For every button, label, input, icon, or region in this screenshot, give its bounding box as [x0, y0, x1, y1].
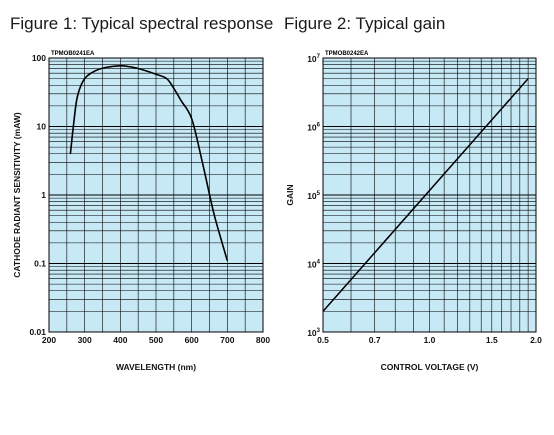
- chart2-y-ticks: 103 104 105 106 107: [307, 54, 320, 338]
- chart1-y-tick-label: 100: [32, 53, 46, 63]
- chart2-y-tick-label: 103: [307, 328, 320, 338]
- chart2-x-tick-label: 0.7: [369, 335, 381, 345]
- chart2-x-axis-label: CONTROL VOLTAGE (V): [381, 362, 479, 372]
- chart2-y-tick-label: 106: [307, 123, 320, 133]
- chart1-y-tick-label: 10: [37, 122, 47, 132]
- chart1-y-ticks: 0.01 0.1 1 10 100: [29, 53, 46, 337]
- spectral-response-chart: TPMOB0241EA 200 300 400 500 600 700 800 0.010.…: [12, 51, 270, 372]
- chart2-frame: [322, 57, 537, 333]
- chart1-y-tick-label: 1: [41, 190, 46, 200]
- gain-chart: TPMOB0242EA 0.5 0.7 1.0 1.5 2.0 103 104 105 106…: [285, 51, 542, 372]
- chart2-x-ticks: 0.5 0.7 1.0 1.5 2.0: [317, 335, 542, 345]
- chart1-sensitivity-curve: [69, 64, 229, 261]
- chart2-y-tick-label: 105: [307, 191, 320, 201]
- chart2-x-tick-label: 1.0: [424, 335, 436, 345]
- chart1-x-tick-label: 200: [42, 335, 56, 345]
- chart1-x-tick-label: 400: [113, 335, 127, 345]
- chart2-y-tick-label: 107: [307, 54, 320, 64]
- chart1-y-tick-label: 0.1: [34, 259, 46, 269]
- chart1-y-tick-label: 0.01: [29, 327, 46, 337]
- chart1-x-tick-label: 600: [185, 335, 199, 345]
- chart1-x-axis-label: WAVELENGTH (nm): [116, 362, 196, 372]
- chart1-code-label: TPMOB0241EA: [51, 51, 95, 57]
- chart2-x-tick-label: 0.5: [317, 335, 329, 345]
- chart1-x-tick-label: 700: [220, 335, 234, 345]
- chart2-code-label: TPMOB0242EA: [325, 51, 369, 57]
- chart2-y-axis-label: GAIN: [285, 184, 295, 205]
- chart1-x-tick-label: 300: [78, 335, 92, 345]
- chart1-frame: [48, 57, 264, 333]
- chart2-gain-line: [322, 78, 529, 312]
- chart2-x-tick-label: 2.0: [530, 335, 542, 345]
- chart1-x-tick-label: 800: [256, 335, 270, 345]
- chart1-x-tick-label: 500: [149, 335, 163, 345]
- chart1-x-ticks: 200 300 400 500 600 700 800: [42, 335, 270, 345]
- chart1-y-axis-label: CATHODE RADIANT SENSITIVITY (mAW): [12, 112, 22, 278]
- figure2-title: Figure 2: Typical gain: [284, 14, 446, 33]
- chart2-y-tick-label: 104: [307, 260, 320, 270]
- figure1-title: Figure 1: Typical spectral response: [10, 14, 274, 33]
- chart2-x-tick-label: 1.5: [486, 335, 498, 345]
